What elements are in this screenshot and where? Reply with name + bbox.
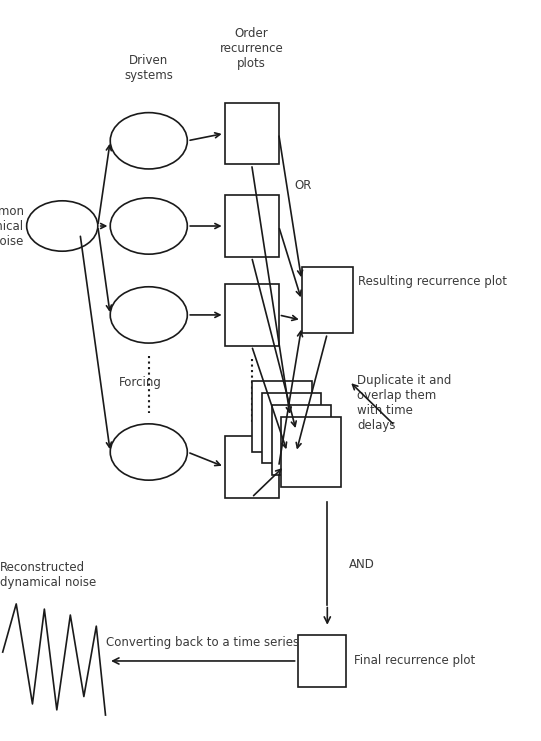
Ellipse shape	[110, 287, 187, 343]
Ellipse shape	[110, 424, 187, 480]
Ellipse shape	[27, 201, 98, 251]
Ellipse shape	[110, 198, 187, 254]
Ellipse shape	[110, 113, 187, 169]
Text: Converting back to a time series: Converting back to a time series	[107, 636, 299, 649]
Bar	[225, 196, 279, 257]
Text: Order
recurrence
plots: Order recurrence plots	[220, 27, 283, 70]
Text: Driven
systems: Driven systems	[124, 53, 173, 82]
Bar	[225, 285, 279, 345]
Text: Resulting recurrence plot: Resulting recurrence plot	[358, 275, 507, 288]
Text: Duplicate it and
overlap them
with time
delays: Duplicate it and overlap them with time …	[357, 373, 451, 432]
Bar	[252, 381, 312, 452]
Bar	[225, 436, 279, 498]
Bar	[302, 267, 353, 333]
Bar	[272, 405, 331, 476]
Text: Reconstructed
dynamical noise: Reconstructed dynamical noise	[0, 561, 96, 589]
Text: Forcing: Forcing	[119, 376, 162, 389]
Text: Common
dynamical
noise: Common dynamical noise	[0, 205, 24, 247]
Bar	[281, 416, 341, 488]
Text: AND: AND	[349, 558, 375, 571]
Bar	[262, 393, 321, 464]
Text: OR: OR	[295, 179, 312, 193]
Bar	[298, 635, 346, 687]
Bar	[225, 103, 279, 165]
Text: Final recurrence plot: Final recurrence plot	[354, 654, 476, 668]
